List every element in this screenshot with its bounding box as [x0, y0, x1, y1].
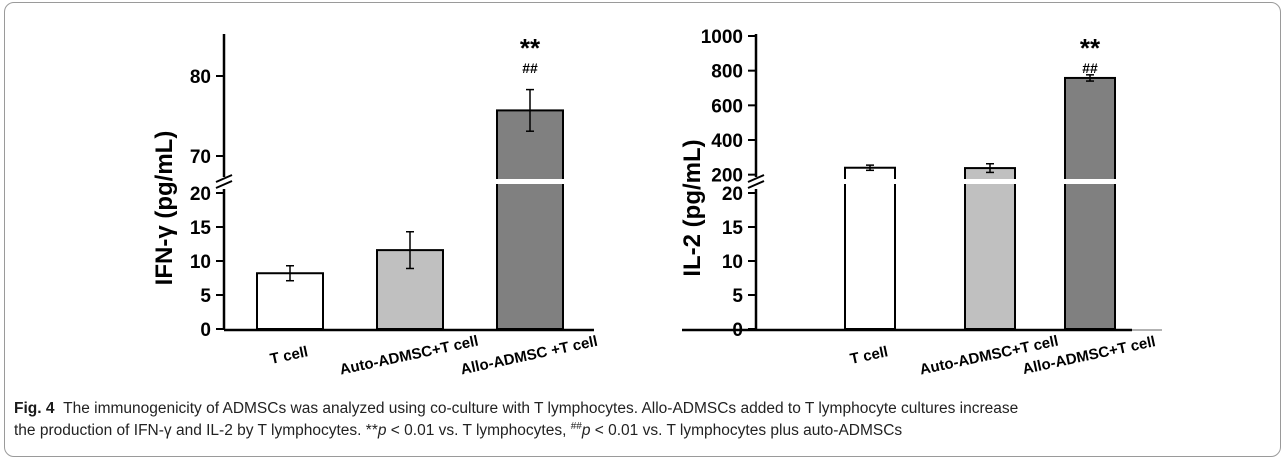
chart1-category-label: T cell: [269, 343, 310, 368]
chart2-y-axis-label: IL-2 (pg/mL): [679, 139, 706, 276]
chart2-bar-break: [963, 179, 1017, 184]
caption-line-1: Fig. 4 The immunogenicity of ADMSCs was …: [14, 398, 1269, 420]
chart2-y-tick-label: 600: [711, 96, 743, 117]
chart2-y-tick-label: 800: [711, 62, 743, 83]
chart1-significance-label: **: [520, 33, 541, 63]
chart2-y-tick-label: 20: [722, 184, 743, 205]
chart1-bar: [496, 109, 564, 331]
chart1-y-tick-label: 5: [200, 286, 211, 307]
caption-text-2a: the production of IFN-γ and IL-2 by T ly…: [14, 422, 378, 439]
caption-text-2b: < 0.01 vs. T lymphocytes,: [386, 422, 571, 439]
chart2-y-tick-label: 400: [711, 131, 743, 152]
chart1-y-tick-label: 10: [190, 252, 211, 273]
chart1-bar-break: [495, 179, 565, 184]
chart1-y-tick-label: 0: [200, 320, 211, 341]
chart2-bar: [1064, 76, 1116, 330]
figure-charts: 0 5 10 15 20 70 80 IFN-γ (pg/mL) T cell Auto-ADMS…: [151, 27, 1162, 379]
chart1-bar: [256, 272, 324, 330]
chart2-hash-label: ##: [1082, 60, 1098, 76]
figure-caption: Fig. 4 The immunogenicity of ADMSCs was …: [14, 398, 1269, 442]
chart2-y-tick-label: 1000: [701, 27, 743, 48]
chart2-axis-break-mark: [747, 180, 765, 189]
caption-label: Fig. 4: [14, 400, 55, 417]
chart1-y-tick-label: 70: [190, 147, 211, 168]
caption-text-2c: < 0.01 vs. T lymphocytes plus auto-ADMSC…: [590, 422, 903, 439]
chart1-category-label: Auto-ADMSC+T cell: [338, 333, 480, 379]
chart2-bar-break: [1063, 179, 1117, 184]
chart2-axis-break-mark: [747, 174, 765, 183]
chart1-category-label: Allo-ADMSC +T cell: [459, 333, 599, 379]
chart1-axis-break-mark: [215, 174, 233, 183]
caption-line-2: the production of IFN-γ and IL-2 by T ly…: [14, 420, 1269, 442]
chart2-bar: [844, 166, 896, 330]
chart2-y-tick-label: 10: [722, 252, 743, 273]
chart2-bar-break: [843, 179, 897, 184]
chart2-category-label: T cell: [849, 343, 890, 368]
chart2-y-tick-label: 0: [732, 320, 743, 341]
chart2-y-tick-label: 15: [722, 218, 744, 239]
caption-text-1: The immunogenicity of ADMSCs was analyze…: [63, 400, 1019, 417]
chart2-bar: [964, 167, 1016, 330]
chart2-y-tick-label: 5: [732, 286, 743, 307]
caption-p-1: p: [377, 422, 387, 439]
chart1-axis-break-mark: [215, 180, 233, 189]
chart1-y-axis-label: IFN-γ (pg/mL): [151, 131, 178, 286]
chart1-y-tick-label: 80: [190, 67, 211, 88]
chart1-y-tick-label: 15: [190, 218, 212, 239]
chart1-hash-label: ##: [522, 60, 538, 76]
caption-hash-sup: ##: [570, 420, 582, 432]
chart2-significance-label: **: [1080, 33, 1101, 63]
chart2-y-tick-label: 200: [711, 166, 743, 187]
chart1-y-tick-label: 20: [190, 184, 211, 205]
figure-frame: [4, 2, 1281, 457]
caption-p-2: p: [581, 422, 591, 439]
